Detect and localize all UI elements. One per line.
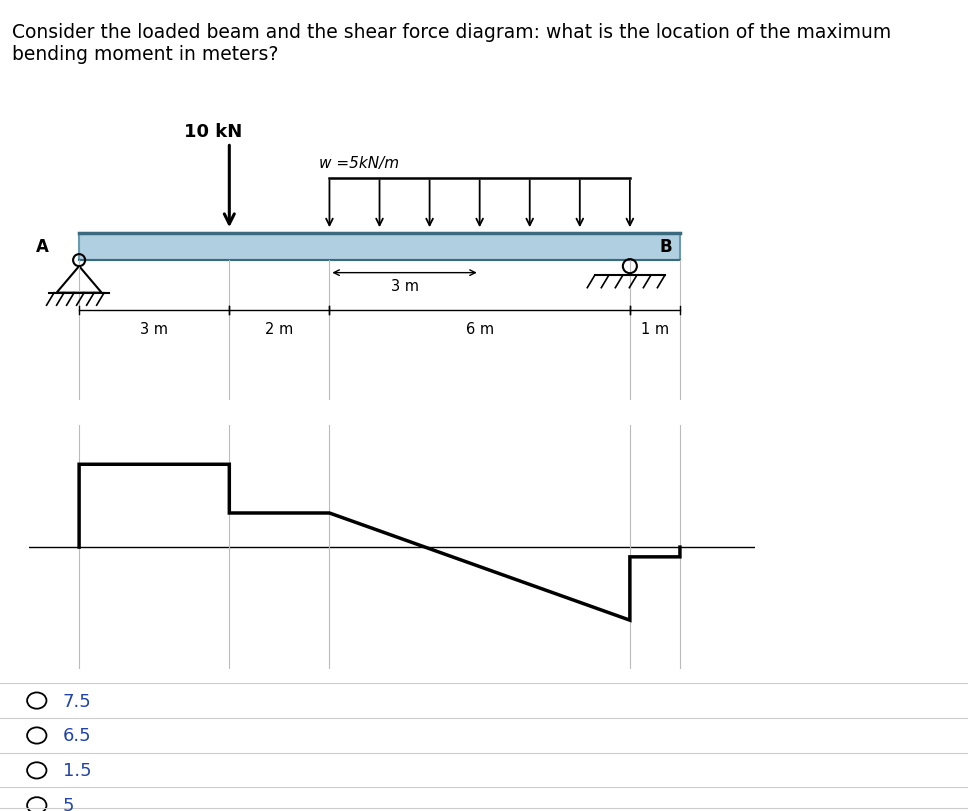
- Text: w =5kN/m: w =5kN/m: [319, 156, 400, 171]
- Text: 6.5: 6.5: [63, 727, 92, 744]
- Text: 2 m: 2 m: [265, 322, 293, 337]
- Text: B: B: [660, 238, 673, 256]
- Text: 10 kN: 10 kN: [184, 122, 243, 141]
- Text: 1 m: 1 m: [641, 322, 669, 337]
- Text: A: A: [36, 238, 49, 256]
- Text: 6 m: 6 m: [466, 322, 494, 337]
- Text: 1.5: 1.5: [63, 762, 92, 779]
- Text: 3 m: 3 m: [390, 278, 418, 294]
- Text: Consider the loaded beam and the shear force diagram: what is the location of th: Consider the loaded beam and the shear f…: [12, 23, 891, 41]
- Text: 3 m: 3 m: [140, 322, 168, 337]
- Text: bending moment in meters?: bending moment in meters?: [12, 45, 278, 64]
- Text: 7.5: 7.5: [63, 692, 92, 710]
- Bar: [79, 234, 680, 261]
- Polygon shape: [56, 267, 102, 294]
- Text: 5: 5: [63, 796, 75, 811]
